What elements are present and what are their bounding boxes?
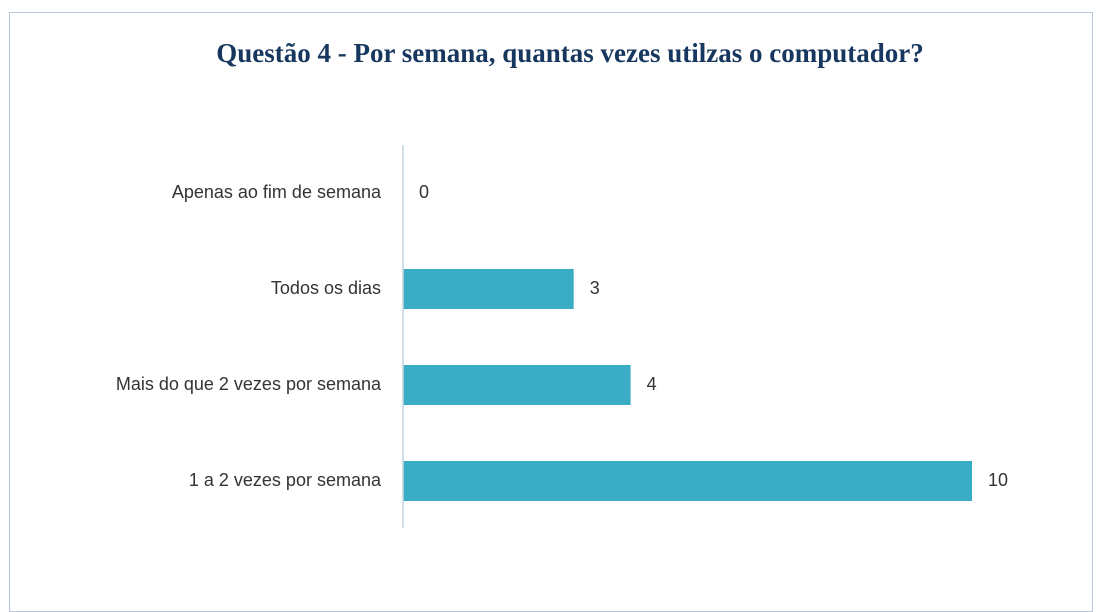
data-label: 0: [419, 182, 429, 202]
data-label: 10: [988, 470, 1008, 490]
y-tick-label: Mais do que 2 vezes por semana: [116, 374, 382, 394]
bar: [403, 365, 631, 405]
y-tick-label: 1 a 2 vezes por semana: [189, 470, 382, 490]
bar: [403, 269, 574, 309]
page: Questão 4 - Por semana, quantas vezes ut…: [9, 12, 1093, 612]
y-tick-label: Todos os dias: [271, 278, 381, 298]
chart-title: Questão 4 - Por semana, quantas vezes ut…: [216, 38, 924, 68]
data-label: 3: [590, 278, 600, 298]
bar: [403, 461, 972, 501]
y-tick-label: Apenas ao fim de semana: [172, 182, 382, 202]
chart: Apenas ao fim de semana 0 Todos os dias 3 Ma…: [116, 145, 1008, 528]
data-label: 4: [647, 374, 657, 394]
